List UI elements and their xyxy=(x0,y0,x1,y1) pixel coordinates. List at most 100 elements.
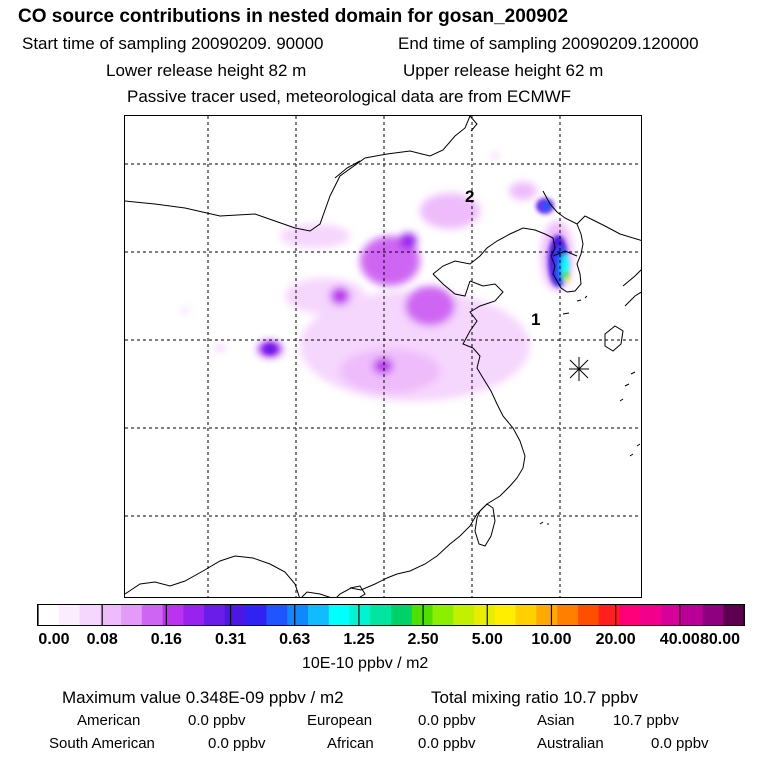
colorbar-segment xyxy=(245,605,267,625)
colorbar-segment xyxy=(370,605,392,625)
vietnam-border xyxy=(301,591,331,597)
plume-light-north xyxy=(420,193,480,229)
european-value: 0.0 ppbv xyxy=(418,712,476,729)
colorbar-segment xyxy=(58,605,81,625)
china-coast xyxy=(374,347,526,585)
bohai-coast xyxy=(432,227,554,275)
ryukyu-islands xyxy=(539,443,641,525)
colorbar-segment xyxy=(79,605,101,625)
colorbar-segment xyxy=(349,605,371,625)
colorbar-segment xyxy=(121,605,143,625)
american-value: 0.0 ppbv xyxy=(188,712,246,729)
colorbar-segment xyxy=(723,605,745,625)
colorbar-segment xyxy=(183,605,205,625)
colorbar-segment xyxy=(515,605,537,625)
colorbar-tick-label: 20.00 xyxy=(595,631,636,648)
american-label: American xyxy=(77,712,141,729)
map-panel: 2 1 xyxy=(124,115,642,598)
plume-mid-2 xyxy=(405,286,455,326)
hainan xyxy=(349,585,366,597)
plume-speck-2 xyxy=(181,308,189,314)
colorbar-segment xyxy=(141,605,164,625)
colorbar-segment xyxy=(100,605,122,625)
colorbar-units: 10E-10 ppbv / m2 xyxy=(302,655,429,672)
plume-hotspot-1 xyxy=(399,233,417,249)
colorbar-segment xyxy=(640,605,662,625)
colorbar-segment xyxy=(494,605,517,625)
korea-yellow xyxy=(565,277,569,283)
label-1: 1 xyxy=(531,310,540,329)
colorbar-segment xyxy=(328,605,350,625)
japan-kyushu xyxy=(604,325,624,352)
colorbar-segment xyxy=(619,605,641,625)
tracer-note: Passive tracer used, meteorological data… xyxy=(127,87,572,106)
plume-light-west xyxy=(285,278,365,314)
upper-release-height: Upper release height 62 m xyxy=(403,61,604,80)
asian-label: Asian xyxy=(537,712,575,729)
colorbar-segment xyxy=(307,605,330,625)
taiwan xyxy=(474,503,496,547)
plume-speck-3 xyxy=(214,344,226,352)
colorbar-segment xyxy=(577,605,600,625)
china-south-border xyxy=(125,555,300,597)
european-label: European xyxy=(307,712,373,729)
ne-blue xyxy=(541,201,551,211)
plumes xyxy=(181,152,573,401)
plume-mid-3 xyxy=(330,287,350,305)
map-svg: 2 1 xyxy=(125,116,641,597)
colorbar-segment xyxy=(266,605,288,625)
colorbar-tick-label: 0.16 xyxy=(150,631,182,648)
colorbar-segment xyxy=(224,605,247,625)
bohai-west xyxy=(432,273,471,297)
colorbar-tick-label: 0.00 xyxy=(38,631,70,648)
bohai-inner xyxy=(462,280,504,349)
colorbar-segment xyxy=(660,605,683,625)
colorbar-border xyxy=(37,604,745,626)
colorbar xyxy=(37,604,745,626)
colorbar-segment xyxy=(162,605,184,625)
colorbar-segment xyxy=(391,605,413,625)
colorbar-segment xyxy=(453,605,475,625)
end-time: End time of sampling 20090209.120000 xyxy=(398,34,699,53)
coastlines xyxy=(125,116,641,597)
plume-mid-4 xyxy=(373,358,393,374)
colorbar-segment xyxy=(474,605,496,625)
colorbar-tick-label: 0.08 xyxy=(86,631,118,648)
australian-label: Australian xyxy=(537,735,604,752)
colorbar-tick-label: 80.00 xyxy=(699,631,741,648)
mongolia-inner xyxy=(334,160,361,179)
colorbar-segment xyxy=(702,605,724,625)
colorbar-tick-label: 0.63 xyxy=(279,631,311,648)
plume-speck xyxy=(491,152,499,160)
label-2: 2 xyxy=(465,187,474,206)
plume-hotspot-3 xyxy=(509,182,537,200)
south-american-value: 0.0 ppbv xyxy=(208,735,266,752)
south-coast xyxy=(336,583,376,597)
colorbar-segment xyxy=(411,605,434,625)
receptor-marker-icon xyxy=(569,357,589,381)
colorbar-tick-label: 10.00 xyxy=(531,631,572,648)
lower-release-height: Lower release height 82 m xyxy=(106,61,307,80)
plume-light-nw xyxy=(280,224,350,248)
colorbar-segment xyxy=(38,605,60,625)
asian-value: 10.7 ppbv xyxy=(613,712,679,729)
colorbar-segment xyxy=(598,605,620,625)
colorbar-segment xyxy=(204,605,226,625)
colorbar-tick-label: 40.00 xyxy=(659,631,700,648)
colorbar-tick-label: 2.50 xyxy=(407,631,439,648)
colorbar-segment xyxy=(536,605,558,625)
african-value: 0.0 ppbv xyxy=(418,735,476,752)
colorbar-segment xyxy=(681,605,703,625)
max-value: Maximum value 0.348E-09 ppbv / m2 xyxy=(62,688,344,707)
grid xyxy=(125,116,641,597)
chart-title: CO source contributions in nested domain… xyxy=(18,6,569,27)
korea-east xyxy=(566,223,584,293)
colorbar-tick-label: 1.25 xyxy=(343,631,375,648)
colorbar-tick-label: 0.31 xyxy=(214,631,247,648)
dmz xyxy=(552,250,578,257)
colorbar-tick-label: 5.00 xyxy=(471,631,503,648)
african-label: African xyxy=(327,735,374,752)
sw-purple xyxy=(264,344,276,354)
colorbar-segment xyxy=(432,605,454,625)
colorbar-segment xyxy=(557,605,579,625)
